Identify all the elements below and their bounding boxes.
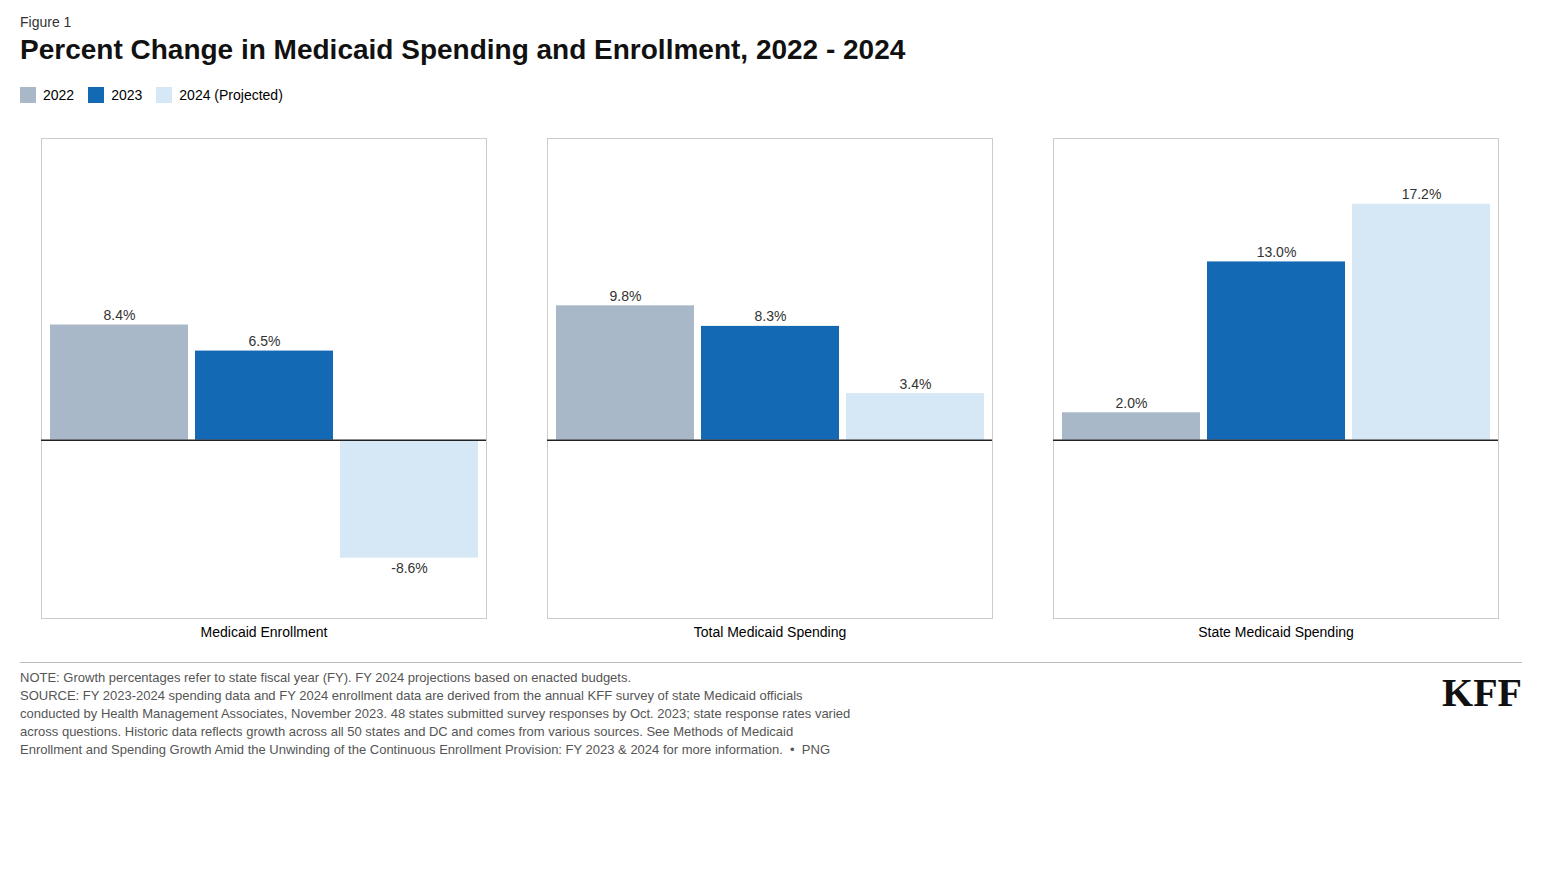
html-text:Enrollment and Spending Growth: Enrollment and Spending Growth Amid the … [20, 742, 830, 757]
svg-text:-8.6%: -8.6% [391, 560, 428, 576]
html-text:NOTE: Growth percentages refer: NOTE: Growth percentages refer to state … [20, 670, 632, 685]
svg-text:Total Medicaid Spending: Total Medicaid Spending [694, 624, 847, 640]
html-text:KFF: KFF [1442, 670, 1522, 715]
html-text:2023: 2023 [111, 86, 143, 103]
svg-text:8.3%: 8.3% [755, 308, 787, 324]
svg-text:17.2%: 17.2% [1402, 186, 1442, 202]
svg-text:6.5%: 6.5% [249, 333, 281, 349]
svg-text:3.4%: 3.4% [900, 376, 932, 392]
html-text:across questions. Historic dat: across questions. Historic data reflects… [20, 724, 794, 739]
svg-text:9.8%: 9.8% [610, 288, 642, 304]
svg-text:8.4%: 8.4% [104, 307, 136, 323]
svg-text:2.0%: 2.0% [1116, 395, 1148, 411]
html-text:conducted by Health Management: conducted by Health Management Associate… [20, 706, 851, 721]
html-text:2022: 2022 [43, 86, 75, 103]
html-text:Figure 1: Figure 1 [20, 14, 72, 30]
svg-text:13.0%: 13.0% [1257, 244, 1297, 260]
html-text:Percent Change in Medicaid Spe: Percent Change in Medicaid Spending and … [20, 34, 906, 65]
html-text:2024 (Projected): 2024 (Projected) [179, 86, 283, 103]
svg-text:State Medicaid Spending: State Medicaid Spending [1198, 624, 1354, 640]
html-text:SOURCE: FY 2023-2024 spending: SOURCE: FY 2023-2024 spending data and F… [20, 688, 803, 703]
svg-text:Medicaid Enrollment: Medicaid Enrollment [201, 624, 328, 640]
